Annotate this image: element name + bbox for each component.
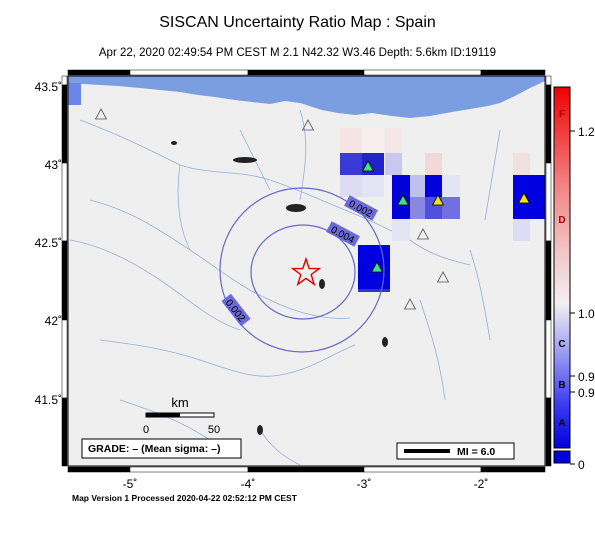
station-triangle-icon [361,160,375,172]
station-triangle-icon [370,261,384,273]
scale-max: 50 [208,424,220,436]
lat-tick-label: 42.5˚ [35,236,62,250]
colorbar-value: 0.9 [578,386,595,400]
scale-min: 0 [143,424,149,436]
colorbar-letter: B [558,380,565,391]
ratio-cell [442,197,460,219]
station-triangle-icon [403,298,417,310]
ratio-cell [513,175,530,197]
station-triangle-icon [301,119,315,131]
colorbar-value: 1.2 [578,125,595,139]
ratio-cell [513,219,530,241]
colorbar-letter: A [558,418,565,429]
lon-tick-label: -4˚ [241,477,256,491]
epicenter-star-icon [290,256,322,287]
lat-axis-labels: 43.5˚ 43˚ 42.5˚ 42˚ 41.5˚ [35,80,62,407]
rivers [69,109,501,466]
ratio-cell [358,289,390,292]
ratio-cell [385,128,402,153]
mi-legend: MI = 6.0 [396,442,515,460]
ratio-cell [513,153,530,175]
stations [94,108,531,310]
ratio-cell [340,128,362,153]
colorbar-value: 0.9 [578,370,595,384]
ratio-cell [410,197,425,219]
mi-text: MI = 6.0 [457,446,495,458]
lon-tick-label: -5˚ [123,477,138,491]
station-triangle-icon [517,192,531,204]
processing-info: Map Version 1 Processed 2020-04-22 02:52… [72,493,297,503]
colorbar-letter: F [559,109,565,120]
event-info: Apr 22, 2020 02:49:54 PM CEST M 2.1 N42.… [98,47,497,59]
lon-axis-labels: -5˚ -4˚ -3˚ -2˚ [123,477,489,491]
ratio-cell [425,175,442,197]
ratio-cell [362,153,384,175]
grade-box: GRADE: – (Mean sigma: –) [81,438,242,459]
lat-tick-label: 41.5˚ [35,393,62,407]
station-triangle-icon [436,271,450,283]
ratio-cell [530,175,545,197]
colorbar-value: 0 [578,458,585,472]
lat-tick-label: 43˚ [45,158,62,172]
station-triangle-icon [396,194,410,206]
scale-title: km [171,395,188,410]
ratio-cell [68,83,81,105]
ratio-cell [362,175,384,197]
map-frame [67,75,546,467]
ratio-cell [392,175,410,197]
contours [219,187,385,353]
lat-tick-label: 43.5˚ [35,80,62,94]
frame-ticks [61,69,552,473]
colorbar-letter: C [558,339,565,350]
colorbar-value: 1.0 [578,307,595,321]
ratio-cell [530,197,545,219]
scale-bar: km 0 50 [143,395,220,436]
ratio-cell [340,175,362,197]
ratio-cell [340,153,362,175]
ratio-cells [68,83,545,292]
lon-tick-label: -3˚ [357,477,372,491]
grade-text: GRADE: – (Mean sigma: –) [88,443,220,455]
station-triangle-icon [94,108,108,120]
station-triangle-icon [416,228,430,240]
ratio-cell [385,153,402,175]
land [68,76,545,466]
station-triangle-icon [431,194,445,206]
ratio-cell [392,219,410,241]
color-bar: F D C B A 1.2 1.0 0.9 0.9 0 [553,86,595,472]
ratio-cell [362,128,384,153]
ratio-cell [425,153,442,175]
map-title: SISCAN Uncertainty Ratio Map : Spain [159,14,436,31]
colorbar-letter: D [558,215,565,226]
lon-tick-label: -2˚ [474,477,489,491]
sea [68,76,545,118]
lat-tick-label: 42˚ [45,314,62,328]
ratio-cell [442,175,460,197]
map-area: 0.002 0.004 0.002 [68,76,545,466]
ratio-cell [410,175,425,197]
lakes [171,141,388,435]
